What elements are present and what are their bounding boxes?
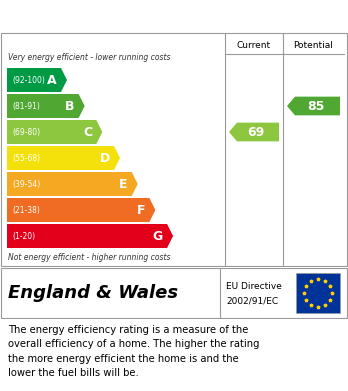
Text: Current: Current bbox=[237, 41, 271, 50]
Text: D: D bbox=[100, 151, 110, 165]
Text: EU Directive: EU Directive bbox=[226, 282, 282, 291]
Text: Energy Efficiency Rating: Energy Efficiency Rating bbox=[8, 9, 229, 23]
Text: Very energy efficient - lower running costs: Very energy efficient - lower running co… bbox=[8, 54, 171, 63]
Text: B: B bbox=[65, 99, 75, 113]
Text: Potential: Potential bbox=[294, 41, 333, 50]
Polygon shape bbox=[229, 123, 279, 142]
Text: England & Wales: England & Wales bbox=[8, 284, 178, 302]
Text: (69-80): (69-80) bbox=[12, 127, 40, 136]
Text: G: G bbox=[153, 230, 163, 242]
Polygon shape bbox=[7, 172, 138, 196]
Polygon shape bbox=[7, 94, 85, 118]
Text: 85: 85 bbox=[307, 99, 324, 113]
Text: (39-54): (39-54) bbox=[12, 179, 40, 188]
Text: (55-68): (55-68) bbox=[12, 154, 40, 163]
Text: (1-20): (1-20) bbox=[12, 231, 35, 240]
Text: A: A bbox=[47, 74, 57, 86]
Text: (92-100): (92-100) bbox=[12, 75, 45, 84]
Polygon shape bbox=[7, 120, 102, 144]
Text: F: F bbox=[137, 203, 145, 217]
Text: E: E bbox=[119, 178, 128, 190]
Polygon shape bbox=[287, 97, 340, 115]
Polygon shape bbox=[7, 198, 156, 222]
Text: (81-91): (81-91) bbox=[12, 102, 40, 111]
Polygon shape bbox=[7, 146, 120, 170]
Polygon shape bbox=[7, 224, 173, 248]
Text: 2002/91/EC: 2002/91/EC bbox=[226, 296, 278, 305]
Text: Not energy efficient - higher running costs: Not energy efficient - higher running co… bbox=[8, 253, 171, 262]
Text: C: C bbox=[83, 126, 92, 138]
Bar bbox=[296, 273, 340, 313]
Text: 69: 69 bbox=[247, 126, 264, 138]
Polygon shape bbox=[7, 68, 67, 92]
Text: (21-38): (21-38) bbox=[12, 206, 40, 215]
Text: The energy efficiency rating is a measure of the
overall efficiency of a home. T: The energy efficiency rating is a measur… bbox=[8, 325, 260, 378]
